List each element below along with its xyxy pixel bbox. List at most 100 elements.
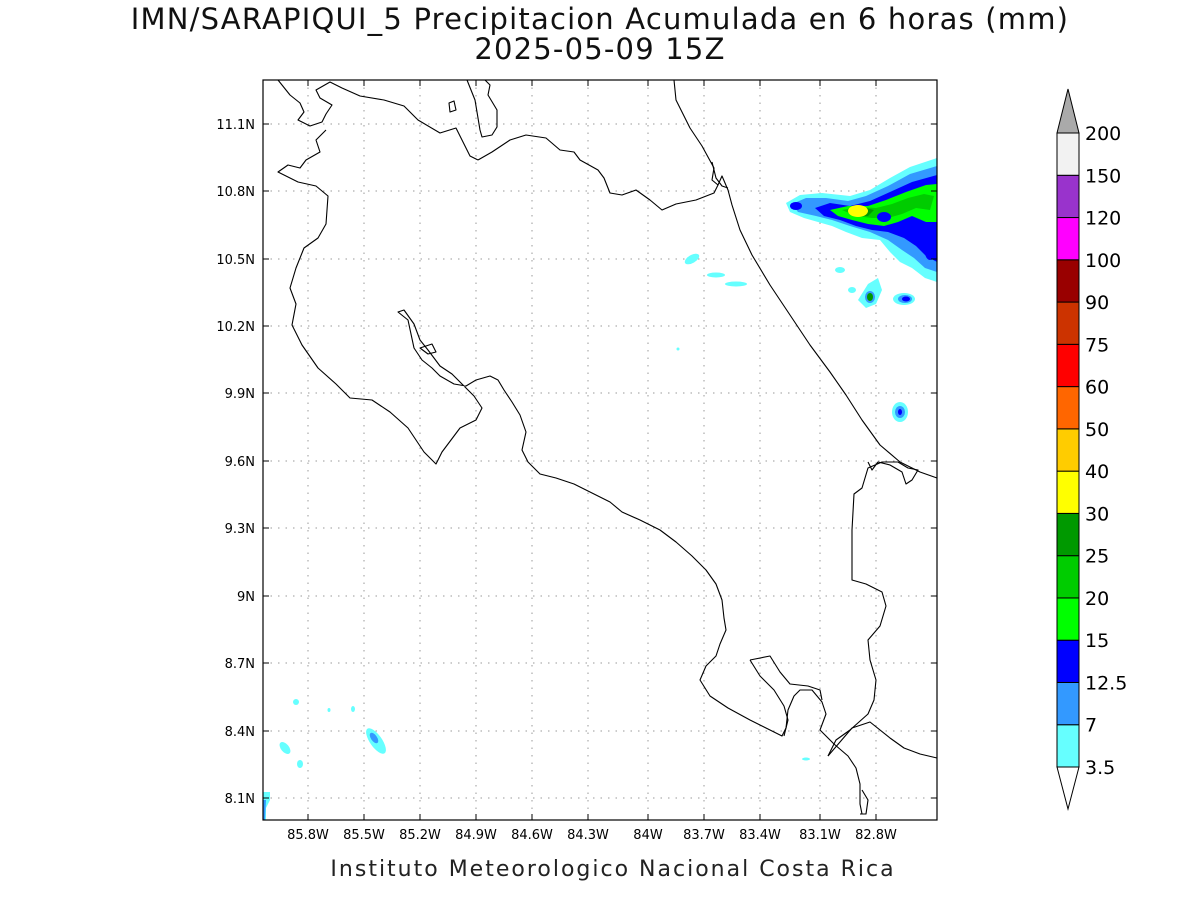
precip-area-sw [279, 742, 291, 754]
colorbar-label: 75 [1085, 334, 1109, 356]
colorbar-swatch [1056, 470, 1080, 514]
lat-tick-label: 8.7N [225, 657, 255, 672]
precip-area-south [802, 757, 810, 761]
map-subtitle-datetime: 2025-05-09 15Z [474, 32, 726, 66]
precip-area-ne [848, 205, 868, 217]
precip-area-east [902, 296, 910, 302]
golfo-dulce [749, 659, 789, 737]
colorbar-swatch [1056, 174, 1080, 219]
colorbar-label: 100 [1085, 250, 1121, 272]
lon-tick-label: 83.7W [683, 828, 725, 843]
colorbar-swatch [1056, 217, 1080, 261]
lake-shore-north [466, 79, 498, 138]
lat-tick-label: 9N [237, 590, 255, 605]
colorbar-label: 150 [1085, 165, 1121, 187]
colorbar-label: 60 [1085, 377, 1109, 399]
colorbar-label: 30 [1085, 503, 1109, 525]
northern-border [477, 134, 719, 211]
colorbar-under-triangle [1056, 766, 1080, 811]
colorbar-over-triangle [1056, 88, 1080, 134]
colorbar-swatch [1056, 555, 1080, 599]
lon-tick-label: 85.2W [399, 828, 441, 843]
lat-tick-label: 9.9N [225, 387, 255, 402]
precip-area-east [835, 267, 845, 273]
institution-credit: Instituto Meteorologico Nacional Costa R… [330, 857, 896, 882]
precip-area-ne [877, 212, 891, 222]
lat-tick-label: 8.1N [225, 792, 255, 807]
lon-tick-label: 85.8W [287, 828, 329, 843]
map-grid [263, 80, 937, 820]
colorbar-swatch [1056, 597, 1080, 641]
colorbar-swatch [1056, 724, 1080, 768]
colorbar-swatch [1056, 343, 1080, 388]
panama-coast [827, 721, 938, 759]
precip-area-sw [327, 708, 331, 712]
colorbar-label: 200 [1085, 123, 1121, 145]
precip-area-east [867, 293, 873, 301]
lon-tick-label: 83.1W [799, 828, 841, 843]
precip-area-north [684, 253, 700, 265]
colorbar-label: 50 [1085, 419, 1109, 441]
nicaragua-lake-shore [277, 79, 479, 161]
colorbar-label: 40 [1085, 461, 1109, 483]
colorbar-label: 120 [1085, 208, 1121, 230]
precip-area-sw [297, 760, 303, 768]
precip-area-ne [790, 202, 802, 210]
colorbar-swatch [1056, 512, 1080, 557]
colorbar-label: 20 [1085, 588, 1109, 610]
colorbar-swatch [1056, 681, 1080, 726]
osa-peninsula [749, 655, 823, 701]
latitude-axis: 11.1N 10.8N 10.5N 10.2N 9.9N 9.6N 9.3N 9N 8.7N 8.… [216, 118, 937, 807]
panama-border [827, 461, 919, 757]
colorbar-label: 25 [1085, 546, 1109, 568]
map-title: IMN/SARAPIQUI_5 Precipitacion Acumulada … [130, 2, 1070, 36]
precip-area-north [725, 281, 747, 287]
precip-area-sw [351, 706, 355, 712]
lon-tick-label: 83.4W [739, 828, 781, 843]
lon-tick-label: 84W [633, 828, 663, 843]
colorbar-label: 7 [1085, 715, 1097, 737]
lat-tick-label: 9.6N [225, 455, 255, 470]
pacific-coast [277, 129, 863, 815]
island [448, 100, 457, 113]
colorbar-label: 15 [1085, 630, 1109, 652]
longitude-axis: 85.8W 85.5W 85.2W 84.9W 84.6W 84.3W 84W 83.7W 83… [287, 80, 897, 843]
lat-tick-label: 8.4N [225, 725, 255, 740]
coastlines [277, 79, 938, 815]
lon-tick-label: 84.6W [511, 828, 553, 843]
colorbar-swatch [1056, 428, 1080, 472]
precipitation-areas [263, 158, 937, 820]
colorbar-swatch [1056, 259, 1080, 303]
caribbean-coast [673, 79, 938, 479]
lat-tick-label: 11.1N [216, 118, 255, 133]
colorbar-label: 12.5 [1085, 672, 1127, 694]
precip-area-north [707, 272, 725, 278]
lat-tick-label: 10.5N [216, 253, 255, 268]
precip-area-sw [293, 699, 299, 705]
precip-area-sw [369, 732, 379, 744]
colorbar-swatch [1056, 386, 1080, 430]
lat-tick-label: 10.2N [216, 320, 255, 335]
lon-tick-label: 84.3W [567, 828, 609, 843]
lon-tick-label: 85.5W [343, 828, 385, 843]
colorbar-label: 90 [1085, 292, 1109, 314]
precip-area-east [848, 287, 856, 293]
colorbar-swatch [1056, 132, 1080, 176]
precip-area-ne [925, 244, 935, 260]
precip-area-sw [263, 800, 266, 820]
lon-tick-label: 84.9W [455, 828, 497, 843]
colorbar-swatch [1056, 301, 1080, 345]
lon-tick-label: 82.8W [855, 828, 897, 843]
precip-area-east [898, 409, 902, 415]
colorbar-swatch [1056, 639, 1080, 683]
colorbar: 3.5 7 12.5 15 20 25 30 40 50 60 75 90 100 120 150 200 [1056, 88, 1127, 811]
river-mouth [711, 161, 729, 189]
nicoya-island [419, 343, 437, 355]
colorbar-label: 3.5 [1085, 757, 1115, 779]
precip-area-north [676, 347, 680, 351]
lat-tick-label: 10.8N [216, 185, 255, 200]
burica [860, 789, 869, 815]
map-frame [262, 79, 938, 821]
lat-tick-label: 9.3N [225, 522, 255, 537]
